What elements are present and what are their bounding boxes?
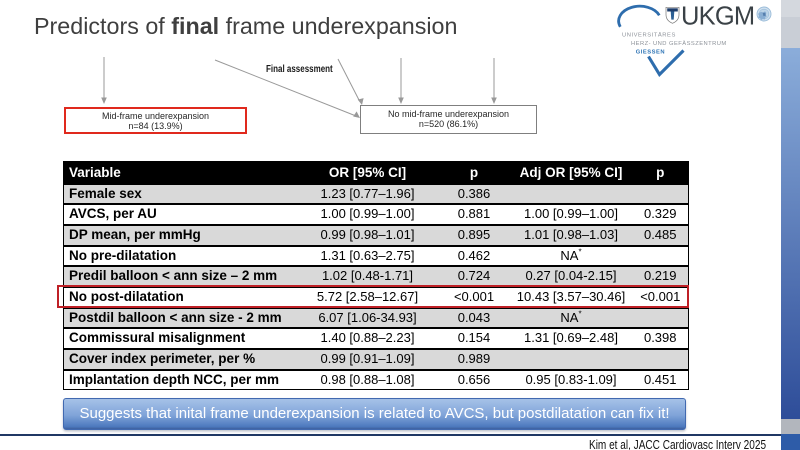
svg-text:UNIVERSITÄRES: UNIVERSITÄRES — [622, 32, 676, 39]
svg-text:GIESSEN: GIESSEN — [636, 49, 665, 55]
svg-text:UKGM: UKGM — [681, 2, 754, 30]
svg-text:HERZ- UND GEFÄSSZENTRUM: HERZ- UND GEFÄSSZENTRUM — [631, 40, 727, 47]
